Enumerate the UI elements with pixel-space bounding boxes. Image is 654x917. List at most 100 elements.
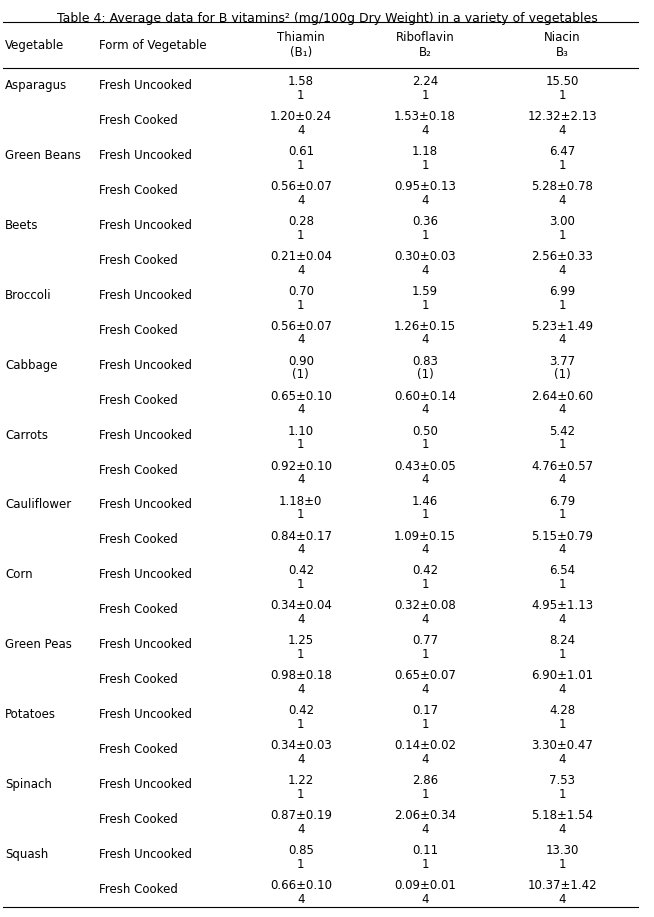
Text: 0.43±0.05: 0.43±0.05 xyxy=(394,459,456,472)
Text: 13.30: 13.30 xyxy=(545,845,579,857)
Text: Fresh Uncooked: Fresh Uncooked xyxy=(99,569,192,581)
Text: 8.24: 8.24 xyxy=(549,635,576,647)
Text: Fresh Cooked: Fresh Cooked xyxy=(99,183,178,197)
Text: Fresh Cooked: Fresh Cooked xyxy=(99,743,178,757)
Text: Corn: Corn xyxy=(5,569,33,581)
Text: 6.99: 6.99 xyxy=(549,285,576,298)
Text: 0.11: 0.11 xyxy=(412,845,438,857)
Text: 1: 1 xyxy=(559,648,566,661)
Text: Potatoes: Potatoes xyxy=(5,708,56,722)
Text: 4: 4 xyxy=(297,683,305,696)
Text: 0.83: 0.83 xyxy=(412,355,438,368)
Text: 1: 1 xyxy=(421,438,429,451)
Text: 1: 1 xyxy=(421,228,429,241)
Text: 4: 4 xyxy=(421,893,429,906)
Text: 4: 4 xyxy=(559,613,566,626)
Text: 4: 4 xyxy=(421,823,429,836)
Text: 4: 4 xyxy=(559,893,566,906)
Text: Green Peas: Green Peas xyxy=(5,638,72,651)
Text: Broccoli: Broccoli xyxy=(5,289,52,302)
Text: Fresh Uncooked: Fresh Uncooked xyxy=(99,79,192,92)
Text: 4: 4 xyxy=(559,543,566,557)
Text: 4: 4 xyxy=(559,683,566,696)
Text: 15.50: 15.50 xyxy=(545,75,579,88)
Text: 5.28±0.78: 5.28±0.78 xyxy=(532,180,593,193)
Text: 0.60±0.14: 0.60±0.14 xyxy=(394,390,456,403)
Text: Fresh Uncooked: Fresh Uncooked xyxy=(99,848,192,861)
Text: Asparagus: Asparagus xyxy=(5,79,67,92)
Text: 1: 1 xyxy=(421,579,429,591)
Text: 1: 1 xyxy=(297,159,305,171)
Text: Fresh Uncooked: Fresh Uncooked xyxy=(99,289,192,302)
Text: 0.32±0.08: 0.32±0.08 xyxy=(394,600,456,613)
Text: 1.18: 1.18 xyxy=(412,145,438,158)
Text: 1.09±0.15: 1.09±0.15 xyxy=(394,529,456,543)
Text: 4: 4 xyxy=(297,893,305,906)
Text: 1: 1 xyxy=(297,579,305,591)
Text: 4: 4 xyxy=(297,473,305,486)
Text: 1: 1 xyxy=(421,508,429,521)
Text: Squash: Squash xyxy=(5,848,48,861)
Text: Fresh Cooked: Fresh Cooked xyxy=(99,813,178,826)
Text: 1: 1 xyxy=(559,438,566,451)
Text: Spinach: Spinach xyxy=(5,779,52,791)
Text: Riboflavin
B₂: Riboflavin B₂ xyxy=(396,31,455,59)
Text: 0.56±0.07: 0.56±0.07 xyxy=(270,320,332,333)
Text: 5.23±1.49: 5.23±1.49 xyxy=(532,320,593,333)
Text: Fresh Cooked: Fresh Cooked xyxy=(99,463,178,477)
Text: 1.59: 1.59 xyxy=(412,285,438,298)
Text: 1: 1 xyxy=(297,438,305,451)
Text: 0.98±0.18: 0.98±0.18 xyxy=(270,669,332,682)
Text: 1: 1 xyxy=(421,159,429,171)
Text: 0.65±0.07: 0.65±0.07 xyxy=(394,669,456,682)
Text: 4: 4 xyxy=(421,473,429,486)
Text: 0.84±0.17: 0.84±0.17 xyxy=(270,529,332,543)
Text: Vegetable: Vegetable xyxy=(5,39,65,51)
Text: 4: 4 xyxy=(421,334,429,347)
Text: (1): (1) xyxy=(417,369,434,381)
Text: 0.42: 0.42 xyxy=(412,565,438,578)
Text: 1.58: 1.58 xyxy=(288,75,314,88)
Text: 1: 1 xyxy=(421,857,429,871)
Text: 3.30±0.47: 3.30±0.47 xyxy=(532,739,593,752)
Text: 1.20±0.24: 1.20±0.24 xyxy=(270,110,332,123)
Text: 4: 4 xyxy=(421,613,429,626)
Text: 1: 1 xyxy=(297,718,305,731)
Text: 4: 4 xyxy=(559,193,566,206)
Text: 1: 1 xyxy=(559,89,566,102)
Text: 0.65±0.10: 0.65±0.10 xyxy=(270,390,332,403)
Text: 4: 4 xyxy=(421,193,429,206)
Text: 4: 4 xyxy=(559,403,566,416)
Text: 5.15±0.79: 5.15±0.79 xyxy=(532,529,593,543)
Text: 0.50: 0.50 xyxy=(412,425,438,437)
Text: 0.85: 0.85 xyxy=(288,845,314,857)
Text: 1: 1 xyxy=(297,299,305,312)
Text: 4: 4 xyxy=(297,753,305,766)
Text: 1.22: 1.22 xyxy=(288,774,314,787)
Text: 5.42: 5.42 xyxy=(549,425,576,437)
Text: 4.28: 4.28 xyxy=(549,704,576,717)
Text: 0.28: 0.28 xyxy=(288,215,314,228)
Text: 1: 1 xyxy=(421,89,429,102)
Text: 1: 1 xyxy=(559,857,566,871)
Text: 4: 4 xyxy=(297,334,305,347)
Text: 0.36: 0.36 xyxy=(412,215,438,228)
Text: 2.56±0.33: 2.56±0.33 xyxy=(532,249,593,263)
Text: Table 4: Average data for B vitamins² (mg/100g Dry Weight) in a variety of veget: Table 4: Average data for B vitamins² (m… xyxy=(57,12,597,25)
Text: Fresh Uncooked: Fresh Uncooked xyxy=(99,499,192,512)
Text: Cabbage: Cabbage xyxy=(5,359,58,371)
Text: Fresh Cooked: Fresh Cooked xyxy=(99,673,178,686)
Text: 1: 1 xyxy=(297,788,305,801)
Text: Niacin
B₃: Niacin B₃ xyxy=(544,31,581,59)
Text: 0.30±0.03: 0.30±0.03 xyxy=(394,249,456,263)
Text: 4: 4 xyxy=(559,823,566,836)
Text: (1): (1) xyxy=(554,369,571,381)
Text: 1: 1 xyxy=(297,508,305,521)
Text: 5.18±1.54: 5.18±1.54 xyxy=(532,809,593,823)
Text: 1: 1 xyxy=(559,579,566,591)
Text: Fresh Cooked: Fresh Cooked xyxy=(99,603,178,616)
Text: 0.21±0.04: 0.21±0.04 xyxy=(270,249,332,263)
Text: 0.34±0.03: 0.34±0.03 xyxy=(270,739,332,752)
Text: 2.86: 2.86 xyxy=(412,774,438,787)
Text: 4: 4 xyxy=(421,543,429,557)
